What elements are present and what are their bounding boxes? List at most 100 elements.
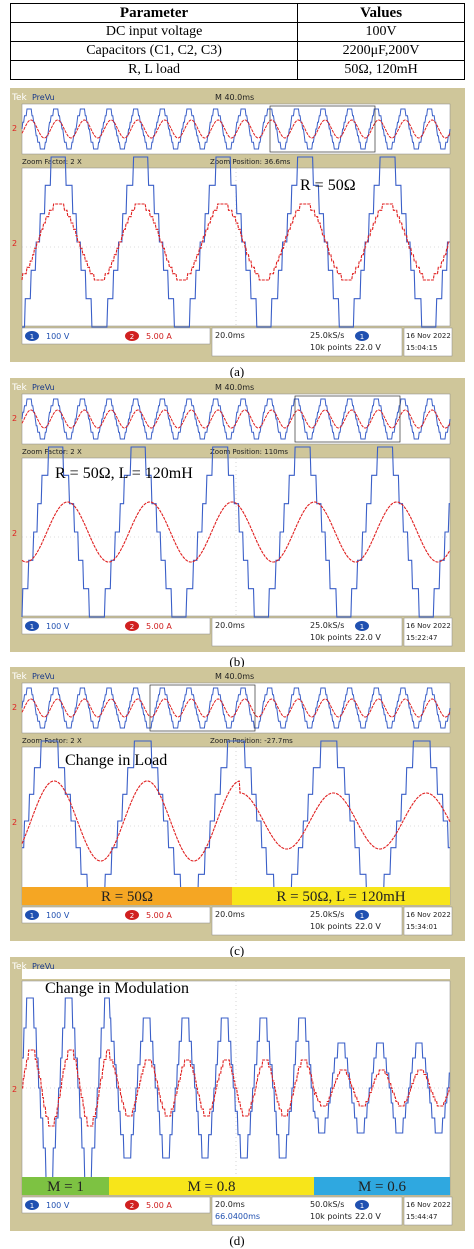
cell-parameter: Capacitors (C1, C2, C3) <box>9 41 299 61</box>
annotation-label: R = 50Ω <box>300 177 356 194</box>
ch1-scale: 100 V <box>46 622 70 631</box>
time-value: 15:44:47 <box>406 1213 437 1221</box>
ch2-badge <box>125 331 139 341</box>
oscilloscope-panel-c: Tek PreVu M 40.0ms 2 Zoom Factor: 2 X Zoom Po… <box>10 667 465 941</box>
condition-band <box>109 1177 314 1195</box>
timebase-top-label: M 40.0ms <box>215 93 254 102</box>
datetime-bar <box>403 1196 453 1226</box>
overview-current-trace <box>21 698 451 718</box>
oscilloscope-panel-b: Tek PreVu M 40.0ms 2 Zoom Factor: 2 X Zoom Po… <box>10 378 465 652</box>
panel-caption: (b) <box>229 654 245 669</box>
tek-logo: Tek <box>11 672 28 682</box>
sample-rate: 25.0kS/s <box>310 331 344 340</box>
prevu-label: PreVu <box>32 383 55 392</box>
prevu-label: PreVu <box>32 93 55 102</box>
ch1-badge <box>25 621 39 631</box>
ch2-marker-overview: 2 <box>12 703 17 712</box>
channel-bar <box>21 327 211 345</box>
date-value: 16 Nov 2022 <box>406 911 451 919</box>
header-values: Values <box>297 3 465 23</box>
zoom-position-label: Zoom Position: 36.6ms <box>210 158 291 166</box>
ch1-scale: 100 V <box>46 911 70 920</box>
current-trace <box>21 203 450 281</box>
record-length: 10k points <box>310 922 352 931</box>
channel-bar <box>21 1196 211 1214</box>
trigger-source-badge <box>355 621 369 631</box>
cell-value: 100V <box>297 22 465 42</box>
trigger-level: 22.0 V <box>355 633 381 642</box>
sample-rate: 50.0kS/s <box>310 1200 344 1209</box>
tek-logo: Tek <box>11 383 28 393</box>
annotation-label: R = 50Ω, L = 120mH <box>55 465 193 482</box>
record-length: 10k points <box>310 1212 352 1221</box>
timebase-value: 20.0ms <box>215 621 245 630</box>
annotation-label: Change in Modulation <box>45 980 189 997</box>
date-value: 16 Nov 2022 <box>406 1201 451 1209</box>
annotation-label: Change in Load <box>65 752 167 769</box>
acquisition-bar <box>211 1196 403 1226</box>
ch2-marker-overview: 2 <box>12 414 17 423</box>
oscilloscope-panel-d: Tek PreVu 2 Change in Modulation M = 1 M = 0.… <box>10 957 465 1231</box>
ch2-number: 2 <box>130 333 134 341</box>
parameter-table: Parameter Values DC input voltage 100V C… <box>9 3 465 80</box>
ch2-badge <box>125 1200 139 1210</box>
sample-rate: 25.0kS/s <box>310 621 344 630</box>
ch1-number: 1 <box>30 1202 34 1210</box>
condition-band-label: M = 0.8 <box>187 1179 235 1195</box>
condition-band <box>232 887 450 905</box>
ch2-scale: 5.00 A <box>146 1201 172 1210</box>
overview-voltage-trace <box>21 108 451 150</box>
ch1-scale: 100 V <box>46 332 70 341</box>
zoom-window-marker <box>269 105 376 153</box>
overview-voltage-trace <box>21 398 451 440</box>
panel-caption: (d) <box>229 1233 245 1248</box>
zoom-position-label: Zoom Position: -27.7ms <box>210 737 293 745</box>
tek-logo: Tek <box>11 962 28 972</box>
prevu-label: PreVu <box>32 672 55 681</box>
trigger-source-badge <box>355 910 369 920</box>
voltage-trace <box>22 156 450 328</box>
cell-value: 50Ω, 120mH <box>297 60 465 80</box>
trigger-source-number: 1 <box>360 623 364 631</box>
ch1-number: 1 <box>30 623 34 631</box>
table-row: Capacitors (C1, C2, C3) 2200μF,200V <box>9 41 465 61</box>
date-value: 16 Nov 2022 <box>406 622 451 630</box>
delay-value: 66.0400ms <box>215 1212 260 1221</box>
ch2-number: 2 <box>130 623 134 631</box>
ch1-badge <box>25 331 39 341</box>
ch2-scale: 5.00 A <box>146 622 172 631</box>
zoom-window-marker <box>294 395 401 443</box>
trigger-source-badge <box>355 1200 369 1210</box>
ch2-number: 2 <box>130 1202 134 1210</box>
condition-band <box>22 887 232 905</box>
panel-caption: (a) <box>229 364 245 379</box>
datetime-bar <box>403 617 453 647</box>
ch2-marker: 2 <box>12 239 17 248</box>
ch2-marker: 2 <box>12 1085 17 1094</box>
current-trace <box>21 780 451 862</box>
cell-parameter: DC input voltage <box>9 22 299 42</box>
ch1-number: 1 <box>30 912 34 920</box>
trigger-source-number: 1 <box>360 912 364 920</box>
zoom-window-marker <box>149 684 256 732</box>
condition-band-label: R = 50Ω, L = 120mH <box>276 889 405 905</box>
ch1-badge <box>25 910 39 920</box>
timebase-top-label: M 40.0ms <box>215 383 254 392</box>
overview-current-trace <box>21 409 451 429</box>
oscilloscope-panel-a: Tek PreVu M 40.0ms 2 Zoom Factor: 2 X Zoom Po… <box>10 88 465 362</box>
ch2-marker: 2 <box>12 818 17 827</box>
time-value: 15:34:01 <box>406 923 437 931</box>
overview-voltage-trace <box>21 687 451 729</box>
header-parameter: Parameter <box>9 3 299 23</box>
cell-value: 2200μF,200V <box>297 41 465 61</box>
trigger-level: 22.0 V <box>355 1212 381 1221</box>
prevu-label: PreVu <box>32 962 55 971</box>
timebase-value: 20.0ms <box>215 910 245 919</box>
top-status-bar <box>22 969 450 979</box>
timebase-value: 20.0ms <box>215 1200 245 1209</box>
zoom-factor-label: Zoom Factor: 2 X <box>22 448 82 456</box>
ch1-scale: 100 V <box>46 1201 70 1210</box>
channel-bar <box>21 906 211 924</box>
